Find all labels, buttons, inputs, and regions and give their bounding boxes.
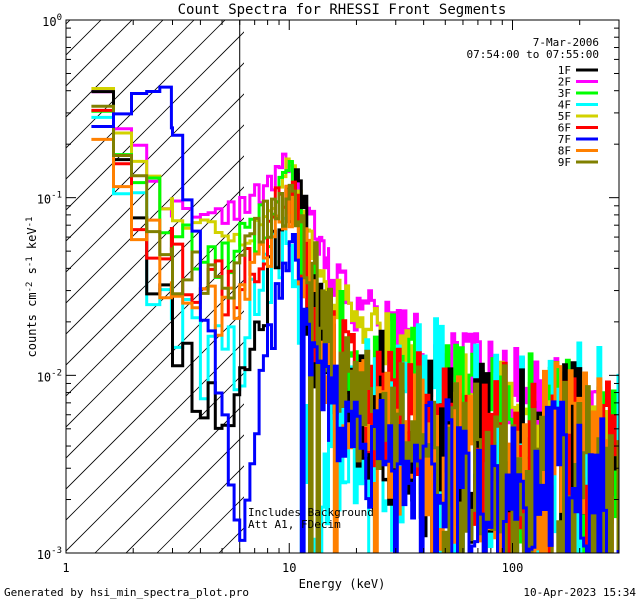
hatch-line xyxy=(66,124,244,304)
legend-label-3f: 3F xyxy=(558,87,571,100)
y-tick-label: 10-2 xyxy=(37,368,62,384)
time-range-label: 07:54:00 to 07:55:00 xyxy=(467,48,599,61)
legend-label-6f: 6F xyxy=(558,122,571,135)
timestamp-label: 10-Apr-2023 15:34 xyxy=(523,586,636,599)
series-layer xyxy=(91,85,619,553)
hatch-line xyxy=(66,62,244,242)
y-tick-label: 100 xyxy=(42,13,62,29)
axis-ticks: 1 10 100 100 10-1 10-2 10-3 xyxy=(37,13,620,575)
x-tick-label: 100 xyxy=(502,561,524,575)
x-axis-label: Energy (keV) xyxy=(299,577,386,591)
generated-by-label: Generated by hsi_min_spectra_plot.pro xyxy=(4,586,249,599)
hatch-line xyxy=(66,20,71,25)
legend-label-1f: 1F xyxy=(558,64,571,77)
x-tick-label: 10 xyxy=(282,561,296,575)
hatch-line xyxy=(66,20,195,149)
legend-label-5f: 5F xyxy=(558,110,571,123)
legend-label-8f: 8F xyxy=(558,145,571,158)
legend-label-2f: 2F xyxy=(558,76,571,89)
hatch-line xyxy=(94,403,244,553)
legend-label-9f: 9F xyxy=(558,156,571,169)
y-tick-label: 10-1 xyxy=(37,191,62,207)
hatch-line xyxy=(66,20,102,56)
chart-title: Count Spectra for RHESSI Front Segments xyxy=(178,2,507,18)
background-annotation: Includes Background xyxy=(248,506,374,519)
attenuator-annotation: Att A1, FDecim xyxy=(248,518,341,531)
plot-frame xyxy=(65,19,620,554)
hatch-line xyxy=(66,217,244,397)
hatch-line xyxy=(66,31,244,211)
hatch-line xyxy=(66,20,164,118)
series-8f xyxy=(91,137,619,553)
hatch-line xyxy=(66,186,244,366)
hatch-line xyxy=(66,155,244,335)
hatch-line xyxy=(66,310,244,490)
legend-label-4f: 4F xyxy=(558,99,571,112)
series-7f xyxy=(91,85,619,553)
hatch-line xyxy=(66,248,244,428)
hatch-line xyxy=(66,341,244,521)
y-tick-label: 10-3 xyxy=(37,546,62,562)
legend-label-7f: 7F xyxy=(558,133,571,146)
hatch-line xyxy=(125,434,244,553)
x-tick-label: 1 xyxy=(62,561,69,575)
hatch-line xyxy=(66,372,244,552)
y-axis-label: counts cm-2 s-1 keV-1 xyxy=(25,217,39,358)
hatch-line xyxy=(66,20,133,87)
date-label: 7-Mar-2006 xyxy=(533,36,599,49)
